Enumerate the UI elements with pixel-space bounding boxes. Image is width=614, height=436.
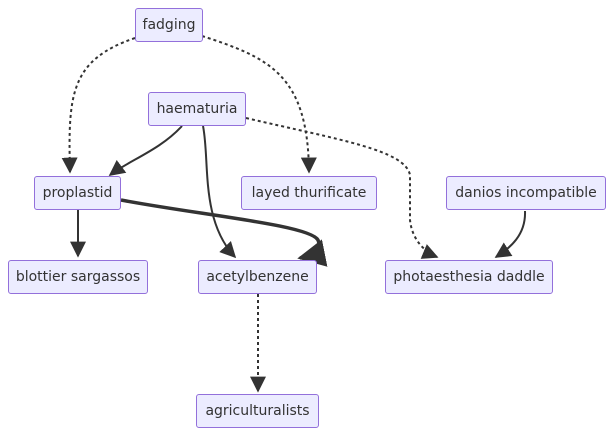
node-label: layed thurificate (251, 185, 367, 201)
node-layed-thurificate[interactable]: layed thurificate (241, 176, 377, 210)
node-haematuria[interactable]: haematuria (148, 92, 246, 126)
node-label: haematuria (156, 101, 238, 117)
node-label: agriculturalists (205, 403, 310, 419)
node-label: acetylbenzene (206, 269, 309, 285)
node-label: proplastid (42, 185, 113, 201)
node-danios-incompatible[interactable]: danios incompatible (446, 176, 606, 210)
edge-danios-incompatible-photaesthesia-daddle (494, 210, 527, 258)
node-label: fadging (142, 17, 196, 33)
node-label: danios incompatible (455, 185, 597, 201)
edge-haematuria-photaesthesia-daddle (245, 117, 439, 259)
node-acetylbenzene[interactable]: acetylbenzene (198, 260, 317, 294)
edge-fadging-proplastid (61, 37, 136, 174)
node-blottier-sargassos[interactable]: blottier sargassos (8, 260, 148, 294)
node-proplastid[interactable]: proplastid (34, 176, 121, 210)
node-agriculturalists[interactable]: agriculturalists (196, 394, 319, 428)
node-fadging[interactable]: fadging (135, 8, 203, 42)
node-label: blottier sargassos (15, 269, 141, 285)
edge-haematuria-proplastid (108, 125, 183, 176)
edge-fadging-layed-thurificate (201, 35, 317, 174)
node-photaesthesia-daddle[interactable]: photaesthesia daddle (385, 260, 553, 294)
edge-proplastid-acetylbenzene (120, 198, 328, 267)
node-label: photaesthesia daddle (393, 269, 545, 285)
edge-haematuria-acetylbenzene (202, 125, 237, 259)
